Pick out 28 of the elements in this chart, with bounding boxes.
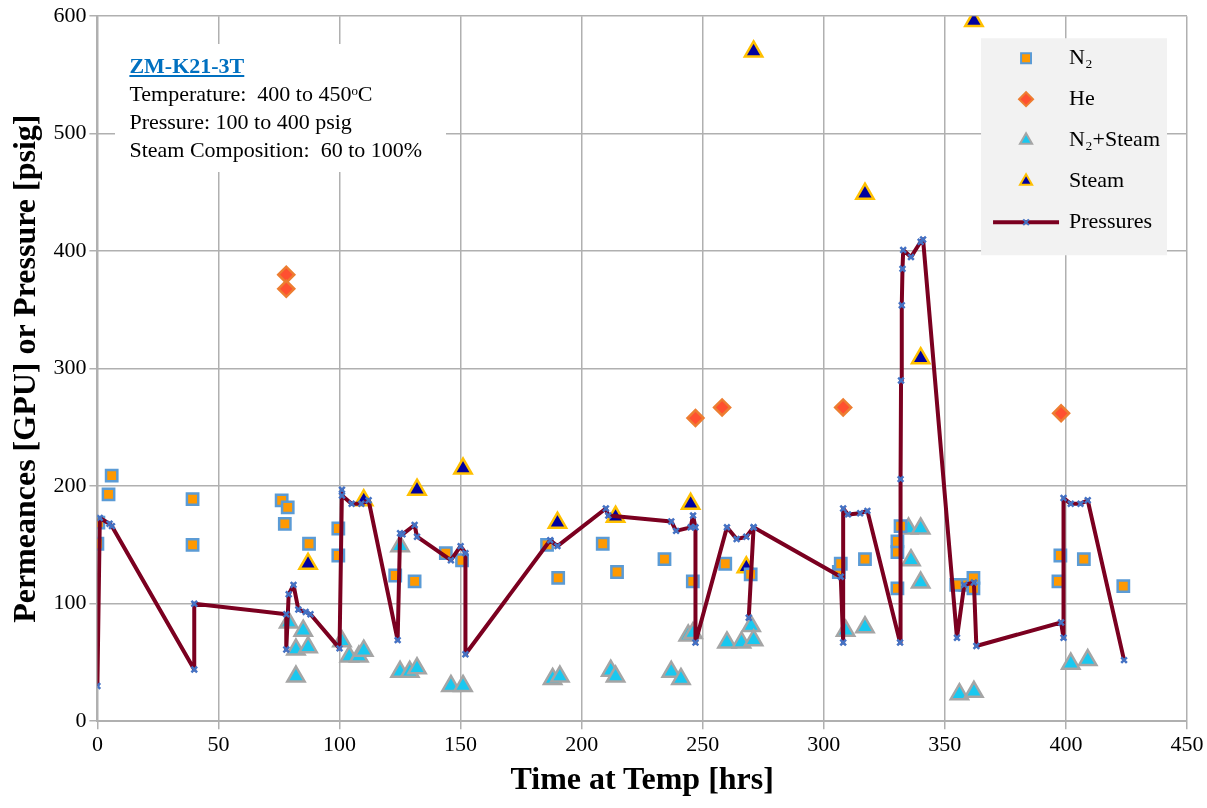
x-tick-label: 400 (1049, 731, 1083, 757)
x-tick-label: 350 (928, 731, 962, 757)
annotation: Temperature: 400 to 450ᵒC (129, 80, 374, 109)
y-tick-label: 500 (53, 119, 87, 145)
annotation: Steam Composition: 60 to 100% (129, 136, 423, 165)
annotation: ZM-K21-3T (129, 52, 246, 81)
legend-label: Pressures (1069, 207, 1153, 233)
y-tick-label: 300 (53, 354, 87, 380)
x-tick-label: 100 (323, 731, 357, 757)
legend-label: Steam (1069, 166, 1125, 192)
x-tick-label: 200 (565, 731, 599, 757)
x-tick-label: 150 (444, 731, 478, 757)
x-axis-title: Time at Temp [hrs] (510, 760, 774, 797)
y-tick-label: 400 (53, 236, 87, 262)
legend-label: N₂+Steam (1069, 125, 1161, 151)
y-axis-title: Permeances [GPU] or Pressure [psig] (6, 114, 43, 623)
x-tick-label: 450 (1170, 731, 1204, 757)
x-tick-label: 250 (686, 731, 720, 757)
y-tick-label: 200 (53, 471, 87, 497)
y-tick-label: 600 (53, 1, 87, 27)
y-tick-label: 0 (75, 706, 87, 732)
annotation: Pressure: 100 to 400 psig (129, 108, 353, 137)
y-tick-label: 100 (53, 589, 87, 615)
x-tick-label: 300 (807, 731, 841, 757)
x-tick-label: 50 (207, 731, 230, 757)
legend-label: He (1069, 84, 1095, 110)
legend-label: N₂ (1069, 43, 1093, 69)
x-tick-label: 0 (91, 731, 103, 757)
